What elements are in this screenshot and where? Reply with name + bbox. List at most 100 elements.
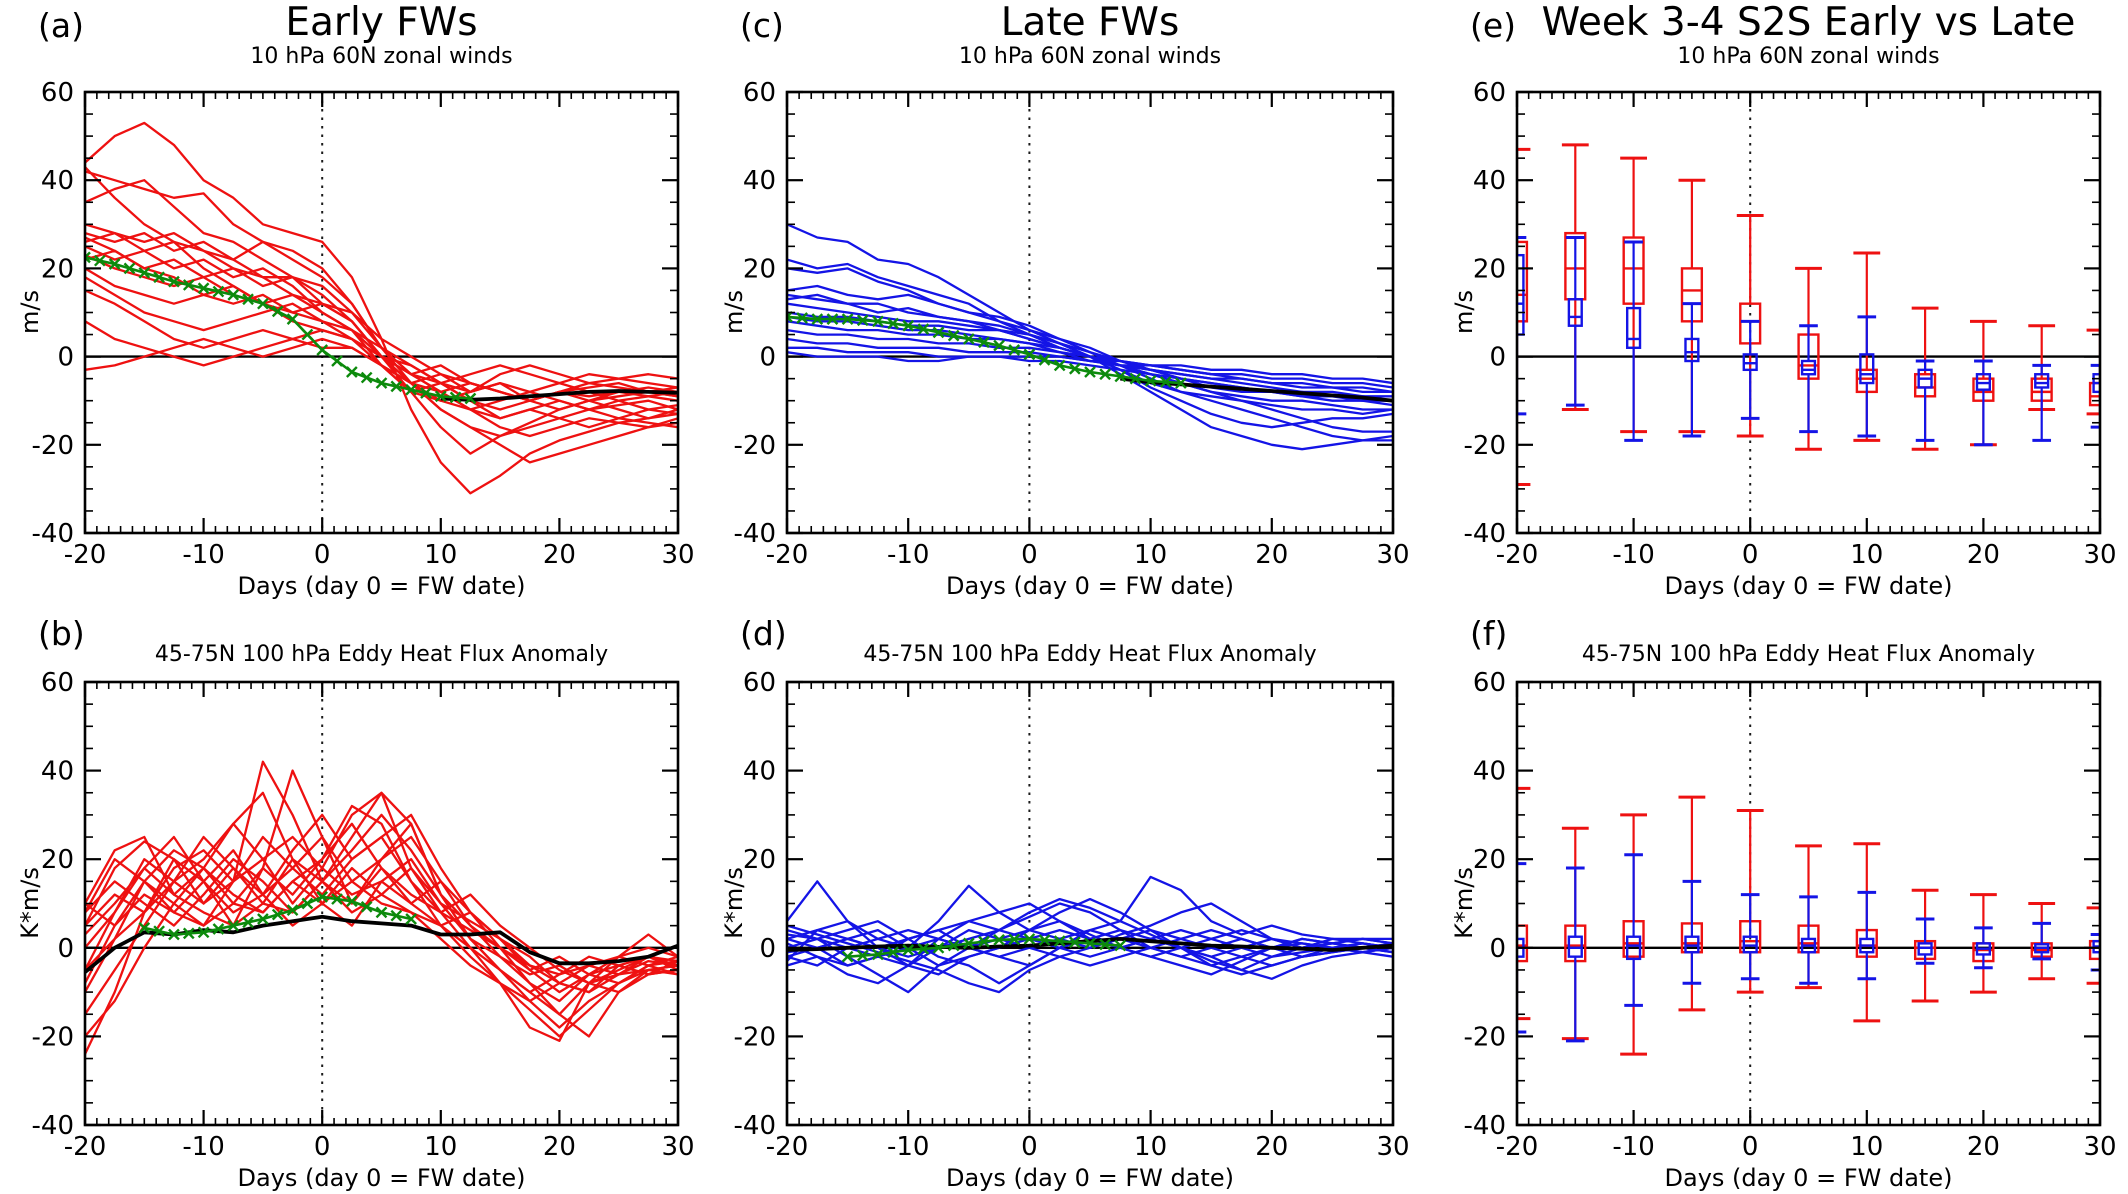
y-tick-label: -40	[734, 519, 776, 549]
x-tick-label: -20	[64, 540, 106, 570]
y-tick-label: 60	[41, 78, 74, 108]
observed-composite-line	[787, 937, 1393, 952]
boxplot-late-fws	[1799, 324, 1818, 434]
boxplot-late-fws	[1974, 359, 1993, 447]
ensemble-member-line	[85, 804, 678, 994]
panel-e-letter: (e)	[1470, 6, 1517, 45]
column-title-early-fws: Early FWs	[285, 0, 478, 45]
y-tick-label: -40	[1464, 1111, 1506, 1141]
ensemble-member-line	[85, 249, 678, 438]
ensemble-member-line	[85, 179, 678, 455]
boxplot-late-fws	[1565, 866, 1585, 1043]
panel-d-ylabel: K*m/s	[720, 867, 748, 939]
ensemble-member-line	[85, 835, 678, 1029]
boxplot-late-fws	[1857, 315, 1877, 438]
y-tick-label: 60	[1473, 668, 1506, 698]
panel-a-subtitle: 10 hPa 60N zonal winds	[250, 44, 513, 69]
x-tick-label: 10	[424, 1132, 457, 1162]
boxplot-late-fws	[2032, 921, 2052, 961]
y-tick-label: 60	[743, 78, 776, 108]
panel-e-xlabel: Days (day 0 = FW date)	[1664, 572, 1953, 600]
y-tick-label: 40	[41, 166, 74, 196]
ensemble-mean-x-markers	[787, 311, 1187, 389]
boxplot-late-fws	[1740, 319, 1760, 420]
y-tick-label: 20	[1473, 845, 1506, 875]
ensemble-member-line	[787, 223, 1393, 442]
panel-c-xlabel: Days (day 0 = FW date)	[946, 572, 1234, 600]
boxplot-late-fws	[1857, 890, 1877, 981]
panel-a-ylabel: m/s	[16, 290, 44, 334]
panel-f-xlabel: Days (day 0 = FW date)	[1664, 1164, 1953, 1192]
panel-e-subtitle: 10 hPa 60N zonal winds	[1677, 44, 1940, 69]
ensemble-member-line	[85, 320, 678, 420]
panel-a-plot-area	[85, 92, 678, 533]
ensemble-member-line	[787, 924, 1393, 994]
ensemble-mean-line	[85, 256, 471, 400]
ensemble-mean-x-markers	[85, 251, 477, 405]
x-tick-label: 30	[2083, 540, 2116, 570]
boxplot-late-fws	[1565, 236, 1585, 407]
panel-f-letter: (f)	[1470, 614, 1508, 653]
y-tick-label: 0	[57, 934, 74, 964]
y-tick-label: 20	[41, 254, 74, 284]
y-tick-label: -20	[32, 1022, 74, 1052]
boxplot-late-fws	[1915, 359, 1935, 442]
boxplot-late-fws	[1915, 917, 1935, 965]
x-tick-label: 0	[314, 540, 331, 570]
x-tick-label: 20	[1967, 540, 2000, 570]
panel-b-letter: (b)	[38, 614, 85, 653]
y-tick-label: -20	[1464, 431, 1506, 461]
x-tick-label: 10	[1134, 1132, 1167, 1162]
panel-c-ylabel: m/s	[720, 290, 748, 334]
panel-d-letter: (d)	[740, 614, 787, 653]
y-tick-label: -40	[1464, 519, 1506, 549]
x-tick-label: 10	[1134, 540, 1167, 570]
panel-d-plot-area	[787, 682, 1393, 1125]
x-tick-label: -20	[766, 1132, 808, 1162]
y-tick-label: 60	[1473, 78, 1506, 108]
x-tick-label: -10	[1612, 540, 1654, 570]
y-tick-label: 0	[1489, 934, 1506, 964]
x-tick-label: -10	[887, 1132, 929, 1162]
panel-b-subtitle: 45-75N 100 hPa Eddy Heat Flux Anomaly	[154, 642, 609, 667]
panel-d-subtitle: 45-75N 100 hPa Eddy Heat Flux Anomaly	[863, 642, 1317, 667]
ensemble-member-line	[85, 813, 678, 1038]
ensemble-member-line	[85, 835, 678, 994]
x-tick-label: -20	[64, 1132, 106, 1162]
ensemble-member-line	[787, 928, 1393, 985]
ensemble-member-line	[787, 928, 1393, 958]
boxplot-late-fws	[1740, 893, 1760, 981]
x-tick-label: -10	[182, 1132, 224, 1162]
y-tick-label: -40	[32, 519, 74, 549]
panel-e-ylabel: m/s	[1450, 290, 1478, 334]
boxplot-late-fws	[1799, 895, 1818, 985]
x-tick-label: 30	[2083, 1132, 2116, 1162]
ensemble-member-line	[787, 902, 1393, 994]
boxplot-late-fws	[1624, 240, 1643, 442]
x-tick-label: 10	[1850, 540, 1883, 570]
observed-composite-line	[440, 389, 678, 402]
x-tick-label: -10	[887, 540, 929, 570]
y-tick-label: -20	[734, 431, 776, 461]
panel-b-ylabel: K*m/s	[16, 867, 44, 939]
y-tick-label: -20	[32, 431, 74, 461]
boxplot-late-fws	[1682, 302, 1702, 438]
panel-a-xlabel: Days (day 0 = FW date)	[237, 572, 526, 600]
column-title-week34-s2s: Week 3-4 S2S Early vs Late	[1541, 0, 2076, 45]
x-tick-label: 30	[661, 540, 694, 570]
x-tick-label: 20	[1255, 1132, 1288, 1162]
boxplot-early-fws	[2086, 328, 2100, 416]
x-tick-label: 20	[543, 540, 576, 570]
panel-f-ylabel: K*m/s	[1450, 867, 1478, 939]
ensemble-member-line	[787, 320, 1393, 394]
x-tick-label: 0	[1742, 1132, 1759, 1162]
x-tick-label: 0	[1021, 1132, 1038, 1162]
y-tick-label: 20	[743, 254, 776, 284]
x-tick-label: 10	[424, 540, 457, 570]
panel-c-plot-area	[787, 92, 1393, 533]
boxplot-late-fws	[1624, 853, 1643, 1007]
y-tick-label: 40	[743, 757, 776, 787]
